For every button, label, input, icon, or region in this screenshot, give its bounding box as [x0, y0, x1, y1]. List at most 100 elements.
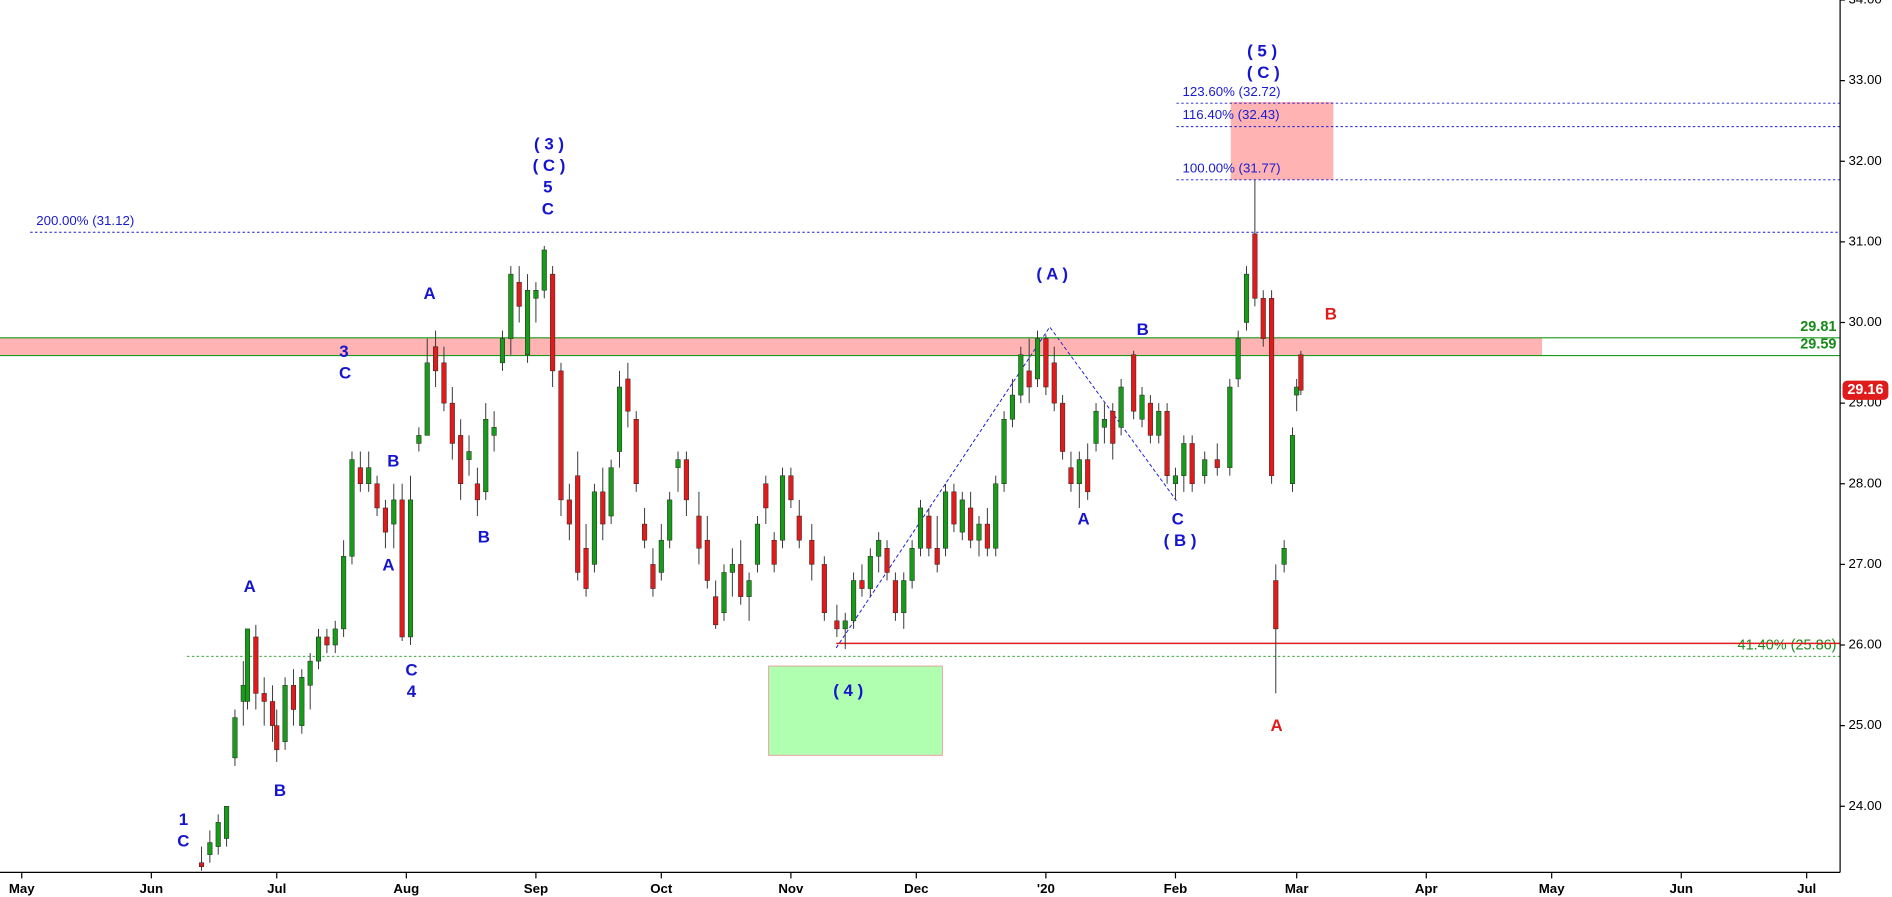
- candle-body: [1051, 362, 1057, 404]
- candle-body: [533, 290, 539, 299]
- y-tick-label: 26.00: [1849, 637, 1882, 652]
- x-tick-label: '20: [1037, 881, 1055, 896]
- candle-body: [1181, 443, 1187, 476]
- support-label: 41.40% (25.86): [1738, 637, 1837, 653]
- wave-label: ( 5 ): [1247, 41, 1277, 60]
- y-tick-label: 32.00: [1849, 153, 1882, 168]
- candle-body: [675, 459, 681, 468]
- candle-body: [771, 539, 777, 565]
- candle-body: [316, 636, 322, 662]
- candle-body: [458, 435, 464, 485]
- x-tick-label: Sep: [524, 881, 548, 896]
- candle-body: [1034, 338, 1041, 380]
- candle-body: [366, 467, 372, 485]
- candle-body: [796, 515, 802, 541]
- candle-body: [424, 362, 430, 436]
- y-tick-label: 27.00: [1849, 556, 1882, 571]
- candle-body: [746, 580, 752, 597]
- candle-body: [779, 475, 786, 541]
- fib-label: 123.60% (32.72): [1182, 84, 1280, 99]
- wave-label: ( 4 ): [833, 681, 863, 700]
- candle-body: [729, 564, 735, 573]
- candle-body: [307, 660, 313, 686]
- candle-body: [558, 370, 564, 501]
- candle-body: [1294, 386, 1300, 396]
- candle-body: [1298, 354, 1304, 391]
- wave-label: C: [405, 660, 417, 679]
- candle-body: [1001, 419, 1007, 485]
- candle-body: [466, 451, 472, 460]
- wave-label: A: [244, 577, 256, 596]
- candle-body: [1202, 459, 1208, 476]
- candle-body: [993, 483, 999, 549]
- candle-body: [608, 467, 614, 517]
- wave-label: 3: [339, 342, 348, 361]
- candle-body: [884, 548, 890, 573]
- candle-body: [253, 636, 259, 694]
- candle-body: [1043, 338, 1049, 388]
- candle-body: [240, 685, 246, 702]
- candle-body: [788, 475, 794, 501]
- y-tick-label: 28.00: [1849, 475, 1882, 490]
- candle-body: [859, 580, 865, 589]
- candle-body: [270, 701, 276, 726]
- candle-body: [1085, 459, 1091, 493]
- candle-body: [1110, 410, 1116, 444]
- x-tick-label: Dec: [904, 881, 928, 896]
- candle-body: [207, 842, 213, 855]
- price-tag: [1842, 380, 1889, 400]
- candle-body: [274, 725, 280, 751]
- candle-body: [1101, 419, 1107, 428]
- candle-body: [261, 693, 267, 702]
- candle-body: [244, 628, 251, 702]
- wave-label: ( A ): [1036, 265, 1068, 284]
- wave-label: 5: [543, 178, 552, 197]
- wave-label: A: [382, 555, 394, 574]
- candle-body: [667, 499, 673, 541]
- wave-label: C: [542, 199, 554, 218]
- candle-body: [984, 523, 990, 549]
- candle-body: [550, 273, 556, 372]
- candle-body: [1235, 338, 1241, 380]
- candle-body: [1076, 459, 1082, 485]
- candle-body: [683, 459, 689, 501]
- candle-body: [1227, 386, 1233, 468]
- wave-label: A: [1077, 510, 1089, 529]
- wave-label: C: [339, 364, 351, 383]
- candle-body: [926, 515, 932, 549]
- candle-body: [1139, 394, 1145, 420]
- x-tick-label: Oct: [650, 881, 673, 896]
- y-tick-label: 25.00: [1849, 717, 1882, 732]
- candle-body: [525, 290, 531, 356]
- candle-body: [763, 483, 769, 509]
- wave-label: B: [1325, 304, 1337, 323]
- wave-label: A: [1271, 716, 1283, 735]
- candle-body: [324, 636, 330, 646]
- candle-body: [959, 499, 965, 533]
- candle-body: [625, 378, 631, 412]
- candle-body: [1172, 475, 1178, 485]
- candle-body: [738, 564, 744, 597]
- candle-body: [650, 564, 656, 589]
- candle-body: [1147, 402, 1153, 436]
- candle-body: [721, 572, 727, 614]
- candle-body: [566, 499, 572, 525]
- x-tick-label: May: [1539, 881, 1565, 896]
- x-tick-label: Nov: [778, 881, 804, 896]
- candle-body: [1164, 410, 1170, 476]
- candle-body: [1156, 410, 1162, 436]
- candle-body: [658, 539, 664, 573]
- candle-body: [349, 459, 355, 557]
- candle-body: [474, 483, 480, 501]
- candle-body: [616, 386, 623, 452]
- wave-label: ( B ): [1164, 531, 1197, 550]
- candle-body: [1026, 370, 1032, 388]
- wave-label: ( C ): [1247, 63, 1280, 82]
- candle-body: [951, 491, 957, 525]
- candle-body: [374, 483, 380, 509]
- candle-body: [696, 515, 702, 549]
- candle-body: [1068, 467, 1074, 485]
- y-tick-label: 30.00: [1849, 314, 1882, 329]
- candle-body: [642, 523, 648, 541]
- candle-body: [834, 620, 840, 630]
